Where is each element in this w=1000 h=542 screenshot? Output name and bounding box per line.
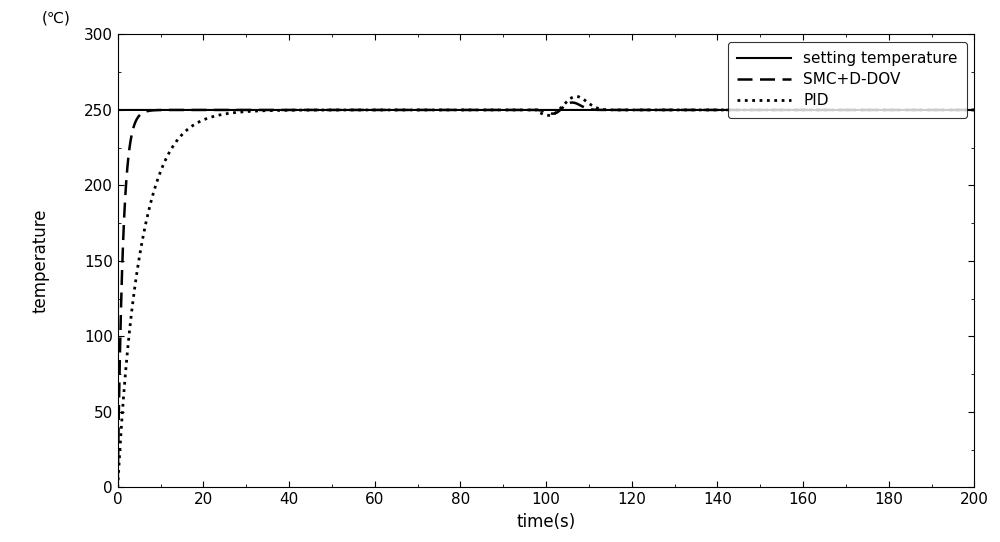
- setting temperature: [472, 107, 484, 113]
- SMC+D-DOV: [566, 99, 578, 106]
- SMC+D-DOV: [900, 107, 912, 113]
- SMC+D-DOV: [734, 107, 746, 113]
- PID: [519, 107, 531, 113]
- PID: [478, 107, 490, 113]
- SMC+D-DOV: [478, 107, 490, 113]
- Line: SMC+D-DOV: SMC+D-DOV: [118, 102, 974, 487]
- Text: (℃): (℃): [42, 10, 70, 25]
- setting temperature: [112, 107, 124, 113]
- SMC+D-DOV: [942, 107, 954, 113]
- Legend: setting temperature, SMC+D-DOV, PID: setting temperature, SMC+D-DOV, PID: [728, 42, 967, 118]
- PID: [734, 107, 746, 113]
- setting temperature: [734, 107, 746, 113]
- PID: [472, 107, 484, 113]
- setting temperature: [942, 107, 954, 113]
- setting temperature: [519, 107, 531, 113]
- SMC+D-DOV: [472, 107, 484, 113]
- SMC+D-DOV: [519, 107, 531, 113]
- PID: [942, 107, 954, 113]
- Line: PID: PID: [118, 96, 974, 487]
- setting temperature: [968, 107, 980, 113]
- Y-axis label: temperature: temperature: [31, 209, 49, 313]
- PID: [968, 107, 980, 113]
- PID: [570, 93, 582, 100]
- PID: [900, 107, 912, 113]
- SMC+D-DOV: [968, 107, 980, 113]
- X-axis label: time(s): time(s): [516, 513, 576, 531]
- setting temperature: [899, 107, 911, 113]
- setting temperature: [478, 107, 490, 113]
- PID: [112, 484, 124, 491]
- SMC+D-DOV: [112, 484, 124, 491]
